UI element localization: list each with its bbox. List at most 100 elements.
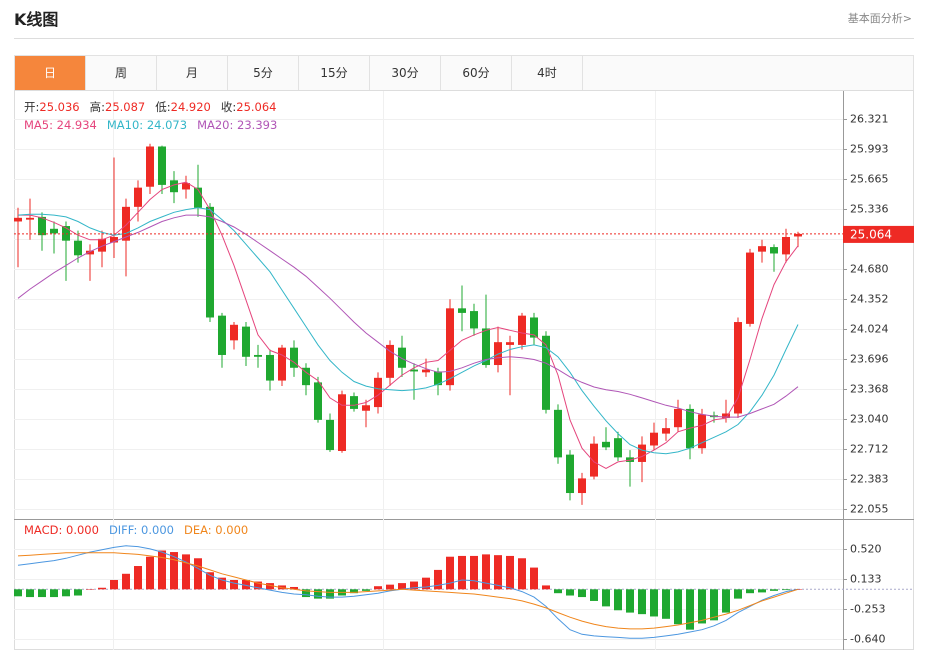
- macd-bar: [458, 555, 466, 590]
- y-tick-label: 23.040: [850, 413, 889, 426]
- candle-body: [590, 443, 598, 477]
- candle-body: [482, 328, 490, 366]
- macd-bar: [710, 589, 718, 621]
- candle-body: [350, 396, 358, 409]
- period-tab[interactable]: 60分: [441, 56, 512, 90]
- macd-bar: [230, 579, 238, 590]
- candle-body: [782, 237, 790, 255]
- candle-body: [326, 419, 334, 451]
- macd-bar: [470, 555, 478, 590]
- macd-bar: [638, 589, 646, 615]
- candle-body: [302, 367, 310, 386]
- candle-body: [38, 216, 46, 236]
- candle-body: [410, 369, 418, 372]
- candle-body: [506, 342, 514, 345]
- last-price-tag: [843, 225, 914, 243]
- period-tab[interactable]: 5分: [228, 56, 299, 90]
- candle-body: [146, 146, 154, 187]
- macd-bar: [494, 555, 502, 590]
- candle-body: [26, 217, 34, 220]
- candle-body: [74, 240, 82, 256]
- macd-bar: [134, 566, 142, 590]
- candle-body: [698, 414, 706, 449]
- candle-body: [170, 180, 178, 193]
- indicator-line: [17, 545, 799, 639]
- macd-bar: [158, 550, 166, 590]
- period-tab[interactable]: 4时: [512, 56, 583, 90]
- candle-body: [602, 441, 610, 448]
- candle-body: [230, 324, 238, 341]
- macd-bar: [518, 558, 526, 590]
- candle-body: [794, 233, 802, 237]
- candle-body: [14, 217, 22, 222]
- candle-body: [362, 405, 370, 411]
- candle-body: [266, 354, 274, 381]
- candle-body: [122, 206, 130, 241]
- macd-bar: [446, 556, 454, 590]
- macd-bar: [302, 589, 310, 598]
- candle-body: [746, 252, 754, 324]
- candle-body: [458, 308, 466, 313]
- y-tick-label: 25.336: [850, 203, 889, 216]
- period-tab[interactable]: 30分: [370, 56, 441, 90]
- macd-bar: [530, 567, 538, 590]
- period-tab[interactable]: 月: [157, 56, 228, 90]
- candle-body: [50, 228, 58, 234]
- y-tick-label: 0.133: [850, 573, 882, 586]
- last-price-label: 25.064: [850, 227, 892, 241]
- macd-bar: [74, 589, 82, 596]
- candle-body: [290, 347, 298, 368]
- candle-body: [470, 311, 478, 329]
- y-tick-label: -0.640: [850, 633, 885, 646]
- candle-body: [674, 408, 682, 428]
- macd-bar: [314, 589, 322, 599]
- macd-bar: [758, 589, 766, 593]
- macd-bar: [98, 587, 106, 590]
- y-tick-label: 23.696: [850, 353, 889, 366]
- candle-body: [734, 322, 742, 414]
- y-tick-label: 24.680: [850, 263, 889, 276]
- macd-bar: [290, 586, 298, 590]
- candle-body: [194, 187, 202, 208]
- candle-body: [182, 183, 190, 190]
- macd-bar: [734, 589, 742, 599]
- macd-bar: [206, 572, 214, 590]
- legend-entry: DEA: 0.000: [183, 523, 249, 537]
- macd-bar: [374, 586, 382, 590]
- indicator-line: [18, 181, 799, 469]
- macd-bar: [554, 589, 562, 594]
- macd-bar: [434, 569, 442, 590]
- analysis-link[interactable]: 基本面分析>: [847, 12, 912, 25]
- page-title: K线图: [14, 10, 59, 29]
- macd-bar: [182, 554, 190, 590]
- macd-bar: [662, 589, 670, 619]
- legend-entry: MA20: 23.393: [197, 118, 278, 132]
- ohlc-info: 开:25.036 高:25.087 低:24.920 收:25.064: [24, 99, 287, 115]
- macd-bar: [482, 554, 490, 590]
- macd-bar: [398, 583, 406, 590]
- y-tick-label: 26.321: [850, 113, 889, 126]
- period-tab[interactable]: 15分: [299, 56, 370, 90]
- info-value: 25.036: [39, 100, 80, 114]
- macd-bar: [386, 584, 394, 590]
- macd-bar: [38, 589, 46, 598]
- macd-bar: [422, 577, 430, 590]
- candle-body: [254, 354, 262, 357]
- macd-bar: [122, 573, 130, 590]
- candle-body: [446, 308, 454, 386]
- candle-body: [614, 438, 622, 458]
- divider: [14, 38, 914, 39]
- y-tick-label: 24.024: [850, 323, 889, 336]
- macd-bar: [686, 589, 694, 630]
- candle-body: [134, 187, 142, 207]
- info-label: 收:: [220, 100, 237, 114]
- candle-body: [86, 250, 94, 255]
- y-tick-label: 25.665: [850, 173, 889, 186]
- period-tab[interactable]: 周: [86, 56, 157, 90]
- legend-entry: MA5: 24.934: [24, 118, 97, 132]
- period-tab[interactable]: 日: [15, 56, 86, 90]
- macd-bar: [326, 589, 334, 599]
- info-value: 25.087: [105, 100, 146, 114]
- macd-bar: [410, 581, 418, 590]
